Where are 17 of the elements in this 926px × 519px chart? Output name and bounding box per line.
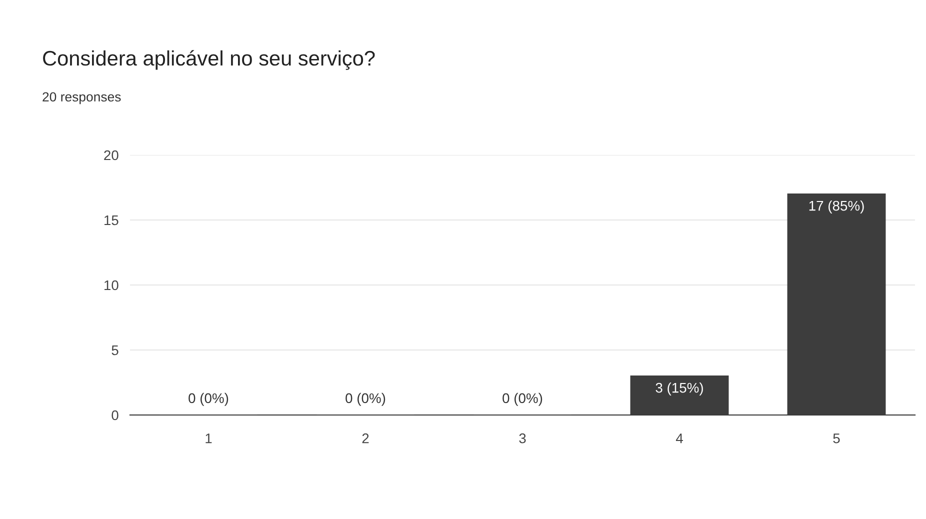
chart-title: Considera aplicável no seu serviço? [43, 50, 375, 70]
data-label: 3 (15%) [656, 382, 703, 396]
x-tick-label: 3 [519, 433, 526, 444]
y-tick-label: 10 [104, 280, 118, 290]
data-label: 0 (0%) [346, 392, 386, 406]
x-tick-label: 5 [833, 434, 840, 444]
data-label: 0 (0%) [188, 392, 228, 406]
y-tick-label: 5 [112, 345, 118, 356]
y-tick-label: 20 [104, 150, 118, 160]
x-tick-label: 1 [206, 434, 212, 444]
data-label: 17 (85%) [809, 200, 864, 214]
x-tick-label: 4 [676, 434, 683, 444]
y-tick-label: 15 [104, 215, 118, 226]
y-tick-label: 0 [112, 410, 118, 420]
chart-subtitle: 20 responses [42, 92, 121, 104]
x-tick-label: 2 [362, 433, 369, 444]
data-label: 0 (0%) [502, 392, 542, 406]
